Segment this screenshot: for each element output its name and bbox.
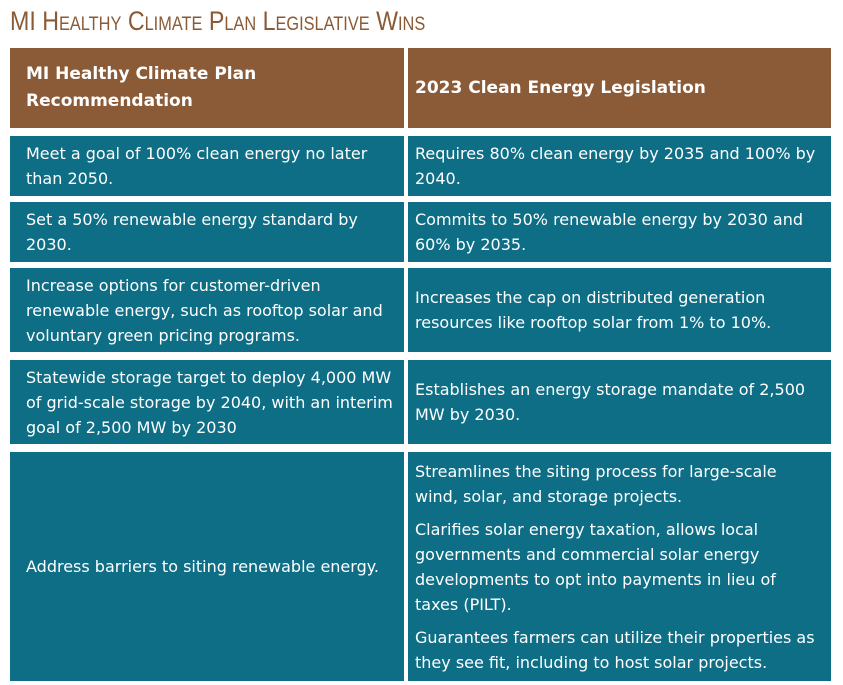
legislation-text: Guarantees farmers can utilize their pro… [415, 627, 815, 672]
row-2-legislation: Commits to 50% renewable energy by 2030 … [408, 202, 831, 262]
row-5-legislation: Streamlines the siting process for large… [408, 452, 831, 681]
row-4-legislation: Establishes an energy storage mandate of… [408, 360, 831, 444]
legislation-text: Clarifies solar energy taxation, allows … [415, 519, 776, 614]
row-4-recommendation: Statewide storage target to deploy 4,000… [10, 360, 404, 444]
legislation-text: Increases the cap on distributed generat… [415, 288, 772, 332]
row-3-recommendation: Increase options for customer-driven ren… [10, 268, 404, 352]
row-3-legislation: Increases the cap on distributed generat… [408, 268, 831, 352]
page-title: MI Healthy Climate Plan Legislative Wins [10, 6, 426, 36]
row-2-recommendation: Set a 50% renewable energy standard by 2… [10, 202, 404, 262]
legislation-text: Requires 80% clean energy by 2035 and 10… [415, 144, 816, 188]
row-1-legislation: Requires 80% clean energy by 2035 and 10… [408, 136, 831, 196]
legislation-text: Commits to 50% renewable energy by 2030 … [415, 210, 803, 254]
header-recommendation: MI Healthy Climate Plan Recommendation [10, 48, 404, 128]
row-1-recommendation: Meet a goal of 100% clean energy no late… [10, 136, 404, 196]
row-5-recommendation: Address barriers to siting renewable ene… [10, 452, 404, 681]
legislation-text: Establishes an energy storage mandate of… [415, 380, 806, 424]
legislation-text: Streamlines the siting process for large… [415, 461, 777, 506]
header-legislation: 2023 Clean Energy Legislation [408, 48, 831, 128]
